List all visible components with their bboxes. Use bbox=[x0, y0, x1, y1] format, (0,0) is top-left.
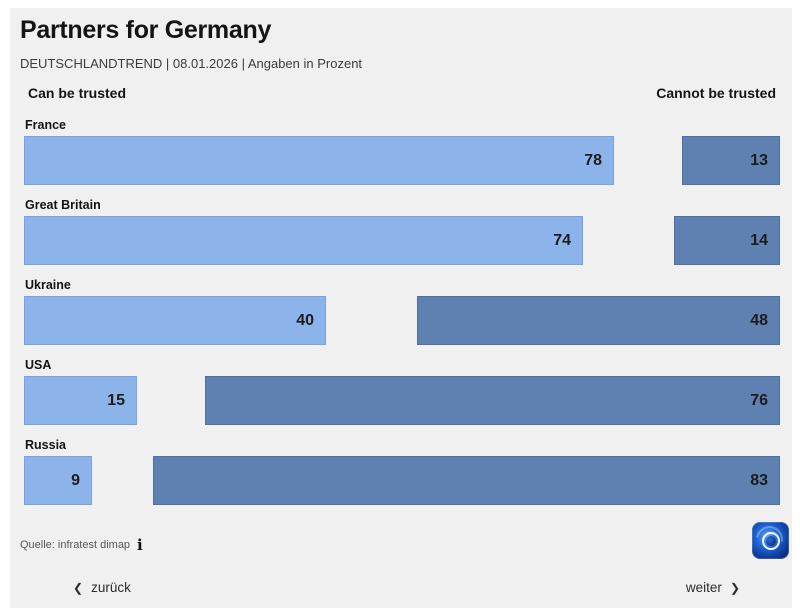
country-label: Russia bbox=[25, 438, 66, 452]
column-header-can-be-trusted: Can be trusted bbox=[28, 85, 127, 101]
column-header-cannot-be-trusted: Cannot be trusted bbox=[656, 85, 776, 101]
bar-cannot-be-trusted: 76 bbox=[205, 376, 780, 425]
next-button[interactable]: weiter ❯ bbox=[686, 580, 740, 595]
chart-row-ukraine: Ukraine 40 48 bbox=[10, 276, 792, 356]
info-icon[interactable]: i bbox=[137, 536, 143, 554]
bar-cannot-be-trusted: 13 bbox=[682, 136, 780, 185]
chart-row-russia: Russia 9 83 bbox=[10, 436, 792, 516]
country-label: USA bbox=[25, 358, 52, 372]
subtitle: DEUTSCHLANDTREND | 08.01.2026 | Angaben … bbox=[20, 56, 363, 71]
country-label: France bbox=[25, 118, 66, 132]
logo-globe bbox=[765, 535, 776, 546]
bar-value: 9 bbox=[71, 471, 80, 489]
bar-value: 76 bbox=[750, 391, 768, 409]
back-label: zurück bbox=[91, 580, 131, 595]
bar-can-be-trusted: 15 bbox=[24, 376, 137, 425]
chevron-right-icon: ❯ bbox=[729, 580, 740, 595]
bar-can-be-trusted: 74 bbox=[24, 216, 583, 265]
bar-can-be-trusted: 78 bbox=[24, 136, 614, 185]
bar-cannot-be-trusted: 83 bbox=[153, 456, 780, 505]
country-label: Great Britain bbox=[25, 198, 101, 212]
bar-value: 78 bbox=[584, 151, 602, 169]
bar-cannot-be-trusted: 14 bbox=[674, 216, 780, 265]
bar-value: 83 bbox=[750, 471, 768, 489]
tagesschau-logo-icon bbox=[750, 520, 789, 559]
bar-value: 15 bbox=[107, 391, 125, 409]
chart-panel: Partners for Germany DEUTSCHLANDTREND | … bbox=[10, 8, 792, 608]
country-label: Ukraine bbox=[25, 278, 71, 292]
chevron-left-icon: ❮ bbox=[73, 580, 84, 595]
next-label: weiter bbox=[685, 580, 722, 595]
bar-cannot-be-trusted: 48 bbox=[417, 296, 780, 345]
bar-value: 48 bbox=[750, 311, 768, 329]
bar-value: 14 bbox=[750, 231, 768, 249]
bar-can-be-trusted: 9 bbox=[24, 456, 92, 505]
bar-value: 74 bbox=[553, 231, 571, 249]
page-title: Partners for Germany bbox=[20, 16, 272, 44]
chart-row-great-britain: Great Britain 74 14 bbox=[10, 196, 792, 276]
source-credit: Quelle: infratest dimap bbox=[20, 539, 131, 551]
chart-row-france: France 78 13 bbox=[10, 116, 792, 196]
back-button[interactable]: ❮ zurück bbox=[73, 580, 131, 595]
logo-globe-ring bbox=[761, 531, 780, 550]
bar-value: 40 bbox=[296, 311, 314, 329]
chart-row-usa: USA 15 76 bbox=[10, 356, 792, 436]
bar-value: 13 bbox=[750, 151, 768, 169]
bar-can-be-trusted: 40 bbox=[24, 296, 326, 345]
